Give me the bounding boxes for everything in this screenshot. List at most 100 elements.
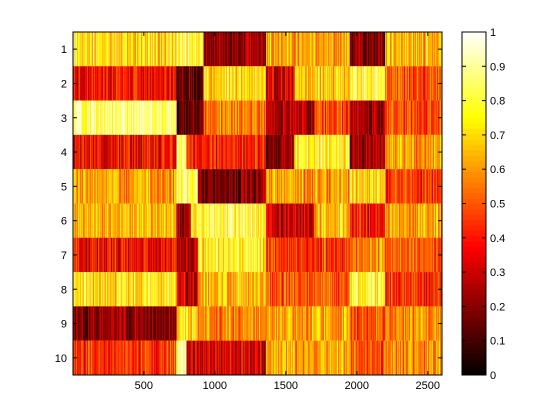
heatmap-cell — [286, 100, 288, 135]
heatmap-cell — [119, 32, 121, 67]
heatmap-cell — [296, 272, 298, 307]
heatmap-cell — [298, 272, 300, 307]
heatmap-cell — [200, 203, 202, 238]
heatmap-cell — [428, 134, 430, 170]
heatmap-cell — [289, 66, 291, 101]
heatmap-cell — [80, 272, 82, 307]
heatmap-cell — [304, 237, 306, 273]
heatmap-cell — [185, 272, 186, 307]
heatmap-cell — [248, 32, 250, 67]
heatmap-cell — [247, 66, 249, 101]
heatmap-cell — [235, 100, 237, 135]
heatmap-cell — [286, 237, 288, 273]
heatmap-cell — [406, 32, 408, 67]
heatmap-cell — [398, 169, 400, 204]
heatmap-cell — [321, 203, 322, 238]
heatmap-cell — [174, 203, 176, 238]
heatmap-cell — [115, 203, 116, 238]
heatmap-cell — [437, 169, 439, 204]
heatmap-cell — [304, 203, 305, 238]
heatmap-cell — [213, 169, 215, 204]
heatmap-cell — [88, 134, 90, 170]
heatmap-cell — [346, 100, 347, 135]
heatmap-cell — [345, 66, 347, 101]
heatmap-cell — [216, 100, 218, 135]
heatmap-cell — [413, 66, 415, 101]
heatmap-cell — [188, 134, 190, 170]
heatmap-cell — [354, 32, 356, 67]
heatmap-cell — [241, 272, 243, 307]
heatmap-cell — [166, 169, 168, 204]
heatmap-cell — [332, 66, 334, 101]
heatmap-cell — [379, 237, 381, 273]
heatmap-cell — [121, 237, 123, 273]
heatmap-cell — [169, 32, 171, 67]
heatmap-cell — [332, 100, 334, 135]
heatmap-cell — [142, 203, 144, 238]
heatmap-cell — [298, 100, 300, 135]
heatmap-cell — [172, 66, 174, 101]
heatmap-cell — [332, 169, 334, 204]
heatmap-cell — [211, 66, 213, 101]
heatmap-cell — [166, 203, 168, 238]
heatmap-cell — [81, 169, 83, 204]
heatmap-cell — [378, 203, 380, 238]
heatmap-cell — [397, 203, 399, 238]
heatmap-cell — [92, 237, 94, 273]
heatmap-cell — [124, 32, 126, 67]
heatmap-cell — [183, 203, 185, 238]
heatmap-cell — [363, 203, 365, 238]
heatmap-cell — [95, 134, 97, 170]
heatmap-cell — [202, 169, 204, 204]
heatmap-cell — [172, 169, 174, 204]
heatmap-cell — [76, 237, 78, 273]
heatmap-cell — [191, 32, 193, 67]
heatmap-cell — [414, 203, 416, 238]
heatmap-cell — [128, 237, 130, 273]
heatmap-cell — [158, 100, 160, 135]
heatmap-cell — [247, 100, 249, 135]
heatmap-cell — [236, 134, 238, 170]
heatmap-cell — [82, 237, 84, 273]
heatmap-cell — [404, 134, 406, 170]
heatmap-cell — [276, 203, 278, 238]
heatmap-cell — [177, 169, 179, 204]
heatmap-cell — [367, 32, 369, 67]
heatmap-cell — [255, 134, 257, 170]
heatmap-cell — [436, 32, 438, 67]
heatmap-cell — [130, 203, 132, 238]
heatmap-cell — [91, 169, 93, 204]
heatmap-cell — [255, 100, 257, 135]
heatmap-cell — [378, 66, 380, 101]
heatmap-cell — [435, 134, 437, 170]
heatmap-cell — [199, 66, 201, 101]
heatmap-cell — [166, 32, 168, 67]
heatmap-cell — [289, 134, 291, 170]
heatmap-cell — [236, 272, 238, 307]
heatmap-cell — [211, 237, 213, 273]
heatmap-cell — [361, 66, 362, 101]
heatmap-cell — [82, 100, 84, 135]
heatmap-cell — [190, 134, 192, 170]
heatmap-cell — [112, 169, 114, 204]
heatmap-cell — [90, 32, 92, 67]
heatmap-cell — [322, 100, 324, 135]
heatmap-cell — [294, 203, 296, 238]
heatmap-cell — [338, 134, 340, 170]
heatmap-cell — [431, 134, 433, 170]
heatmap-cell — [203, 32, 205, 67]
heatmap-cell — [227, 237, 229, 273]
heatmap-cell — [353, 237, 355, 273]
heatmap-cell — [322, 237, 324, 273]
heatmap-cell — [145, 134, 147, 170]
heatmap-cell — [100, 169, 102, 204]
heatmap-cell — [282, 100, 284, 135]
heatmap-cell — [369, 134, 371, 170]
heatmap-cell — [402, 203, 404, 238]
heatmap-cell — [153, 100, 155, 135]
heatmap-cell — [163, 66, 165, 101]
heatmap-cell — [411, 66, 413, 101]
heatmap-cell — [170, 100, 172, 135]
heatmap-cell — [175, 203, 177, 238]
heatmap-cell — [377, 203, 379, 238]
